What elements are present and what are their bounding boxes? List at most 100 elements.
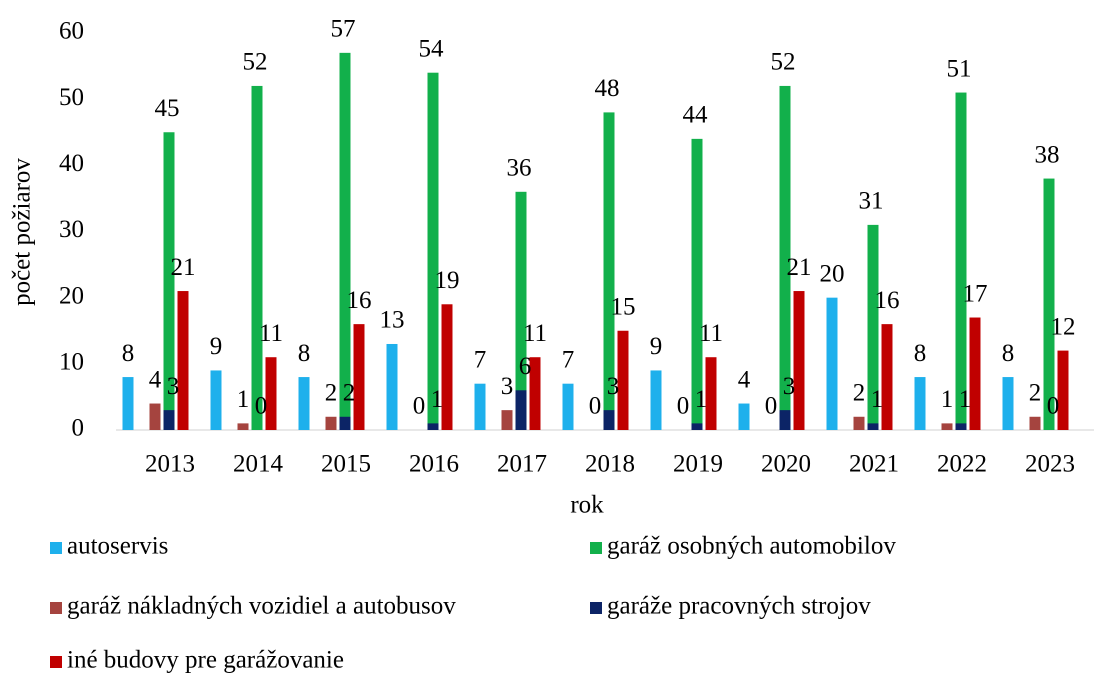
data-label: 0 <box>589 393 602 420</box>
bar <box>386 343 398 430</box>
legend-swatch <box>590 542 602 554</box>
bar <box>691 138 703 430</box>
y-axis-label: počet požiarov <box>9 158 36 306</box>
data-label: 21 <box>787 254 812 281</box>
x-tick-label: 2013 <box>145 451 195 478</box>
bar <box>881 324 893 430</box>
data-label: 0 <box>1047 393 1060 420</box>
bar <box>941 423 953 430</box>
data-label: 20 <box>820 260 845 287</box>
bar <box>867 423 879 430</box>
data-label: 4 <box>149 366 162 393</box>
bar <box>163 132 175 430</box>
bar <box>474 383 486 430</box>
data-label: 6 <box>519 353 532 380</box>
bar <box>914 377 926 430</box>
x-tick-label: 2023 <box>1025 451 1075 478</box>
y-tick-label: 10 <box>59 349 84 376</box>
data-label: 57 <box>331 16 356 43</box>
bar <box>738 403 750 430</box>
data-label: 4 <box>738 366 751 393</box>
bar <box>265 357 277 430</box>
y-tick-label: 30 <box>59 216 84 243</box>
legend-swatch <box>590 602 602 614</box>
data-label: 31 <box>859 188 884 215</box>
data-label: 0 <box>255 393 268 420</box>
data-label: 16 <box>875 287 900 314</box>
x-axis-label: rok <box>570 492 604 519</box>
data-label: 45 <box>155 95 180 122</box>
data-label: 1 <box>871 386 884 413</box>
data-label: 52 <box>771 49 796 76</box>
bar <box>122 377 134 430</box>
data-label: 3 <box>783 373 796 400</box>
data-label: 11 <box>259 320 283 347</box>
data-label: 51 <box>947 55 972 82</box>
x-tick-label: 2016 <box>409 451 459 478</box>
bar <box>969 317 981 430</box>
legend-swatch <box>50 542 62 554</box>
data-label: 1 <box>959 386 972 413</box>
bar <box>529 357 541 430</box>
bar <box>562 383 574 430</box>
bar <box>298 377 310 430</box>
bar <box>617 330 629 430</box>
x-tick-label: 2015 <box>321 451 371 478</box>
x-tick-label: 2017 <box>497 451 547 478</box>
data-label: 0 <box>765 393 778 420</box>
bar <box>603 112 615 431</box>
bar <box>339 52 351 430</box>
data-label: 19 <box>435 267 460 294</box>
bar <box>515 390 527 430</box>
bar <box>779 85 791 430</box>
bar <box>427 72 439 430</box>
data-label: 3 <box>167 373 180 400</box>
y-tick-label: 60 <box>59 18 84 45</box>
data-label: 1 <box>237 386 250 413</box>
bar <box>1029 416 1041 430</box>
y-tick-label: 50 <box>59 84 84 111</box>
bar <box>325 416 337 430</box>
y-tick-label: 0 <box>72 415 85 442</box>
bar <box>353 324 365 430</box>
legend-label: garáž osobných automobilov <box>607 533 896 560</box>
data-label: 48 <box>595 75 620 102</box>
bar <box>603 410 615 430</box>
data-label: 8 <box>122 340 135 367</box>
y-tick-label: 40 <box>59 150 84 177</box>
data-label: 16 <box>347 287 372 314</box>
bar <box>177 291 189 430</box>
x-tick-label: 2018 <box>585 451 635 478</box>
bar <box>237 423 249 430</box>
bar <box>210 370 222 430</box>
data-label: 21 <box>171 254 196 281</box>
bar <box>149 403 161 430</box>
bar <box>515 191 527 430</box>
data-label: 11 <box>699 320 723 347</box>
legend-swatch <box>50 656 62 668</box>
bar <box>853 416 865 430</box>
legend-label: garáže pracovných strojov <box>607 593 871 620</box>
data-label: 2 <box>343 380 356 407</box>
bar <box>691 423 703 430</box>
bar <box>1043 178 1055 430</box>
bar <box>955 423 967 430</box>
data-label: 1 <box>695 386 708 413</box>
data-label: 15 <box>611 293 636 320</box>
data-label: 2 <box>1029 380 1042 407</box>
data-label: 8 <box>914 340 927 367</box>
legend-label: autoservis <box>67 533 168 560</box>
data-label: 12 <box>1051 313 1076 340</box>
data-label: 1 <box>941 386 954 413</box>
legend-label: iné budovy pre garážovanie <box>67 647 344 674</box>
bar <box>1057 350 1069 430</box>
bar <box>705 357 717 430</box>
x-tick-label: 2021 <box>849 451 899 478</box>
bar <box>793 291 805 430</box>
data-label: 2 <box>325 380 338 407</box>
legend-label: garáž nákladných vozidiel a autobusov <box>67 593 456 620</box>
data-label: 9 <box>650 333 663 360</box>
data-label: 36 <box>507 155 532 182</box>
bar <box>779 410 791 430</box>
